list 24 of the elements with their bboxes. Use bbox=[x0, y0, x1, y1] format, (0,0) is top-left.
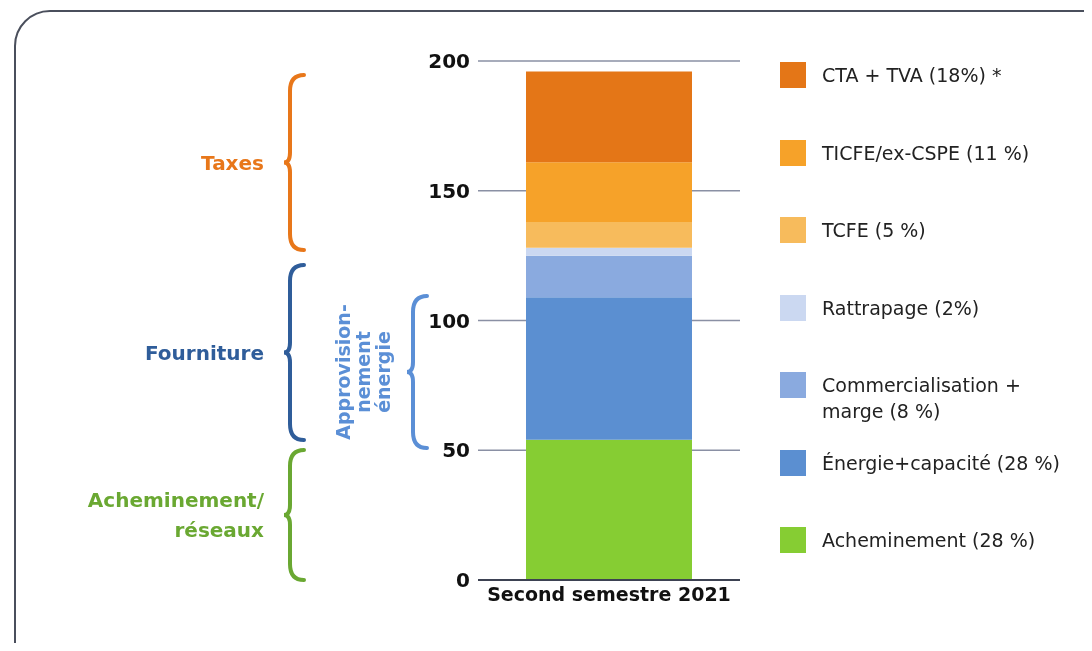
legend-label: TICFE/ex-CSPE (11 %) bbox=[822, 140, 1031, 166]
bar bbox=[526, 162, 692, 222]
bar bbox=[526, 439, 692, 580]
bar bbox=[526, 71, 692, 163]
legend-label: Acheminement (28 %) bbox=[822, 528, 1037, 553]
y-tick-label: 50 bbox=[442, 438, 470, 463]
legend-label: Rattrapage (2%) bbox=[822, 295, 981, 321]
bar bbox=[526, 221, 692, 248]
legend-label: TCFE (5 %) bbox=[822, 218, 927, 243]
text: Acheminement/ réseaux bbox=[87, 488, 265, 542]
bar bbox=[526, 247, 692, 256]
legend-label: Énergie+capacité (28 %) bbox=[822, 450, 1061, 476]
bar bbox=[526, 255, 692, 298]
y-tick-label: 200 bbox=[428, 49, 470, 74]
legend-label: Commercialisation + marge (8 %) bbox=[822, 373, 1022, 424]
bar bbox=[526, 297, 692, 440]
text: Taxes bbox=[201, 150, 264, 175]
legend-label: CTA + TVA (18%) * bbox=[822, 63, 1003, 88]
text: Approvision- nement énergie bbox=[332, 304, 394, 440]
x-tick-label: Second semestre 2021 bbox=[487, 583, 731, 606]
y-tick-label: 150 bbox=[428, 178, 470, 203]
text: Fourniture bbox=[144, 340, 264, 365]
y-tick-label: 100 bbox=[428, 308, 470, 333]
y-tick-label: 0 bbox=[456, 568, 470, 593]
